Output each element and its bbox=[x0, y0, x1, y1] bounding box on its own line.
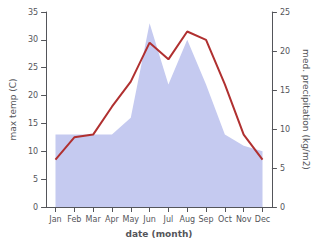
svg-text:med. precipitation (kg/m2): med. precipitation (kg/m2) bbox=[301, 49, 311, 170]
svg-text:5: 5 bbox=[280, 164, 285, 173]
svg-text:Oct: Oct bbox=[218, 215, 232, 224]
svg-text:10: 10 bbox=[280, 125, 290, 134]
svg-text:35: 35 bbox=[28, 8, 38, 17]
svg-text:25: 25 bbox=[28, 63, 38, 72]
svg-text:Dec: Dec bbox=[255, 215, 270, 224]
svg-text:0: 0 bbox=[33, 203, 38, 212]
svg-text:Aug: Aug bbox=[179, 215, 195, 224]
svg-text:Nov: Nov bbox=[236, 215, 252, 224]
svg-text:20: 20 bbox=[280, 47, 290, 56]
svg-text:Jun: Jun bbox=[142, 215, 156, 224]
svg-text:0: 0 bbox=[280, 203, 285, 212]
svg-text:May: May bbox=[122, 215, 139, 224]
svg-text:date (month): date (month) bbox=[126, 229, 193, 239]
svg-text:15: 15 bbox=[28, 119, 38, 128]
svg-text:25: 25 bbox=[280, 8, 290, 17]
svg-text:max temp (C): max temp (C) bbox=[8, 78, 18, 140]
svg-text:Apr: Apr bbox=[105, 215, 120, 224]
svg-text:Sep: Sep bbox=[199, 215, 214, 224]
svg-text:Feb: Feb bbox=[67, 215, 81, 224]
svg-text:Jul: Jul bbox=[163, 215, 174, 224]
svg-text:30: 30 bbox=[28, 35, 38, 44]
svg-text:20: 20 bbox=[28, 91, 38, 100]
svg-text:Jan: Jan bbox=[48, 215, 61, 224]
svg-text:10: 10 bbox=[28, 147, 38, 156]
svg-text:Mar: Mar bbox=[86, 215, 102, 224]
svg-text:15: 15 bbox=[280, 86, 290, 95]
svg-text:5: 5 bbox=[33, 175, 38, 184]
